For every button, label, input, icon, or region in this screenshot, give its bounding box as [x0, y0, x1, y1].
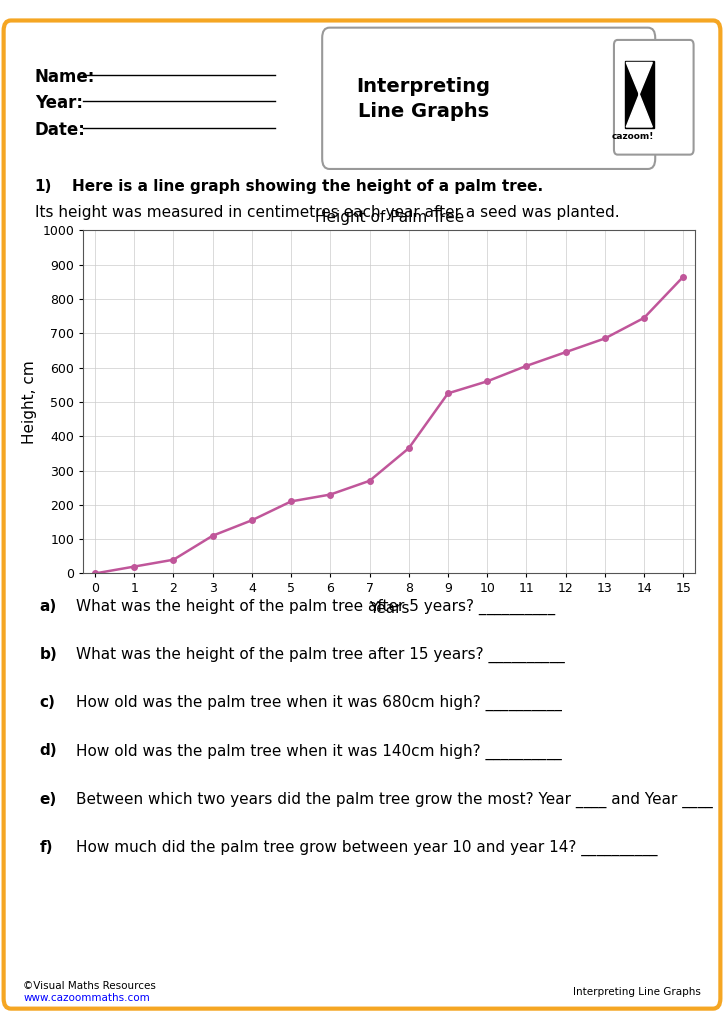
Text: e): e)	[40, 792, 57, 807]
Text: d): d)	[40, 743, 57, 759]
Text: www.cazoommaths.com: www.cazoommaths.com	[23, 993, 150, 1004]
Point	[79, 69, 88, 81]
Text: f): f)	[40, 840, 54, 855]
Point	[271, 95, 279, 108]
Text: Date:: Date:	[35, 121, 85, 139]
Text: How much did the palm tree grow between year 10 and year 14? __________: How much did the palm tree grow between …	[76, 840, 657, 856]
Text: What was the height of the palm tree after 5 years? __________: What was the height of the palm tree aft…	[76, 599, 555, 615]
FancyBboxPatch shape	[4, 20, 720, 1009]
Point	[271, 69, 279, 81]
FancyBboxPatch shape	[625, 61, 654, 128]
Title: Height of Palm Tree: Height of Palm Tree	[314, 210, 464, 225]
Text: b): b)	[40, 647, 58, 663]
Text: How old was the palm tree when it was 140cm high? __________: How old was the palm tree when it was 14…	[76, 743, 562, 760]
Point	[79, 95, 88, 108]
Text: Interpreting Line Graphs: Interpreting Line Graphs	[573, 987, 701, 997]
Text: Year:: Year:	[35, 94, 83, 113]
Polygon shape	[626, 62, 652, 127]
Text: cazoom!: cazoom!	[611, 132, 654, 141]
FancyBboxPatch shape	[322, 28, 655, 169]
Text: Between which two years did the palm tree grow the most? Year ____ and Year ____: Between which two years did the palm tre…	[76, 792, 712, 808]
Text: 1): 1)	[35, 179, 52, 195]
Text: Interpreting
Line Graphs: Interpreting Line Graphs	[356, 77, 491, 121]
Text: a): a)	[40, 599, 57, 614]
Text: How old was the palm tree when it was 680cm high? __________: How old was the palm tree when it was 68…	[76, 695, 562, 712]
Text: Name:: Name:	[35, 68, 95, 86]
FancyBboxPatch shape	[614, 40, 694, 155]
Text: Here is a line graph showing the height of a palm tree.: Here is a line graph showing the height …	[72, 179, 544, 195]
Text: ©Visual Maths Resources: ©Visual Maths Resources	[23, 981, 156, 991]
Point	[271, 122, 279, 134]
Point	[79, 122, 88, 134]
Text: Its height was measured in centimetres each year after a seed was planted.: Its height was measured in centimetres e…	[35, 205, 619, 220]
Text: What was the height of the palm tree after 15 years? __________: What was the height of the palm tree aft…	[76, 647, 565, 664]
Text: c): c)	[40, 695, 56, 711]
Y-axis label: Height, cm: Height, cm	[22, 360, 37, 443]
X-axis label: Years: Years	[369, 601, 409, 616]
